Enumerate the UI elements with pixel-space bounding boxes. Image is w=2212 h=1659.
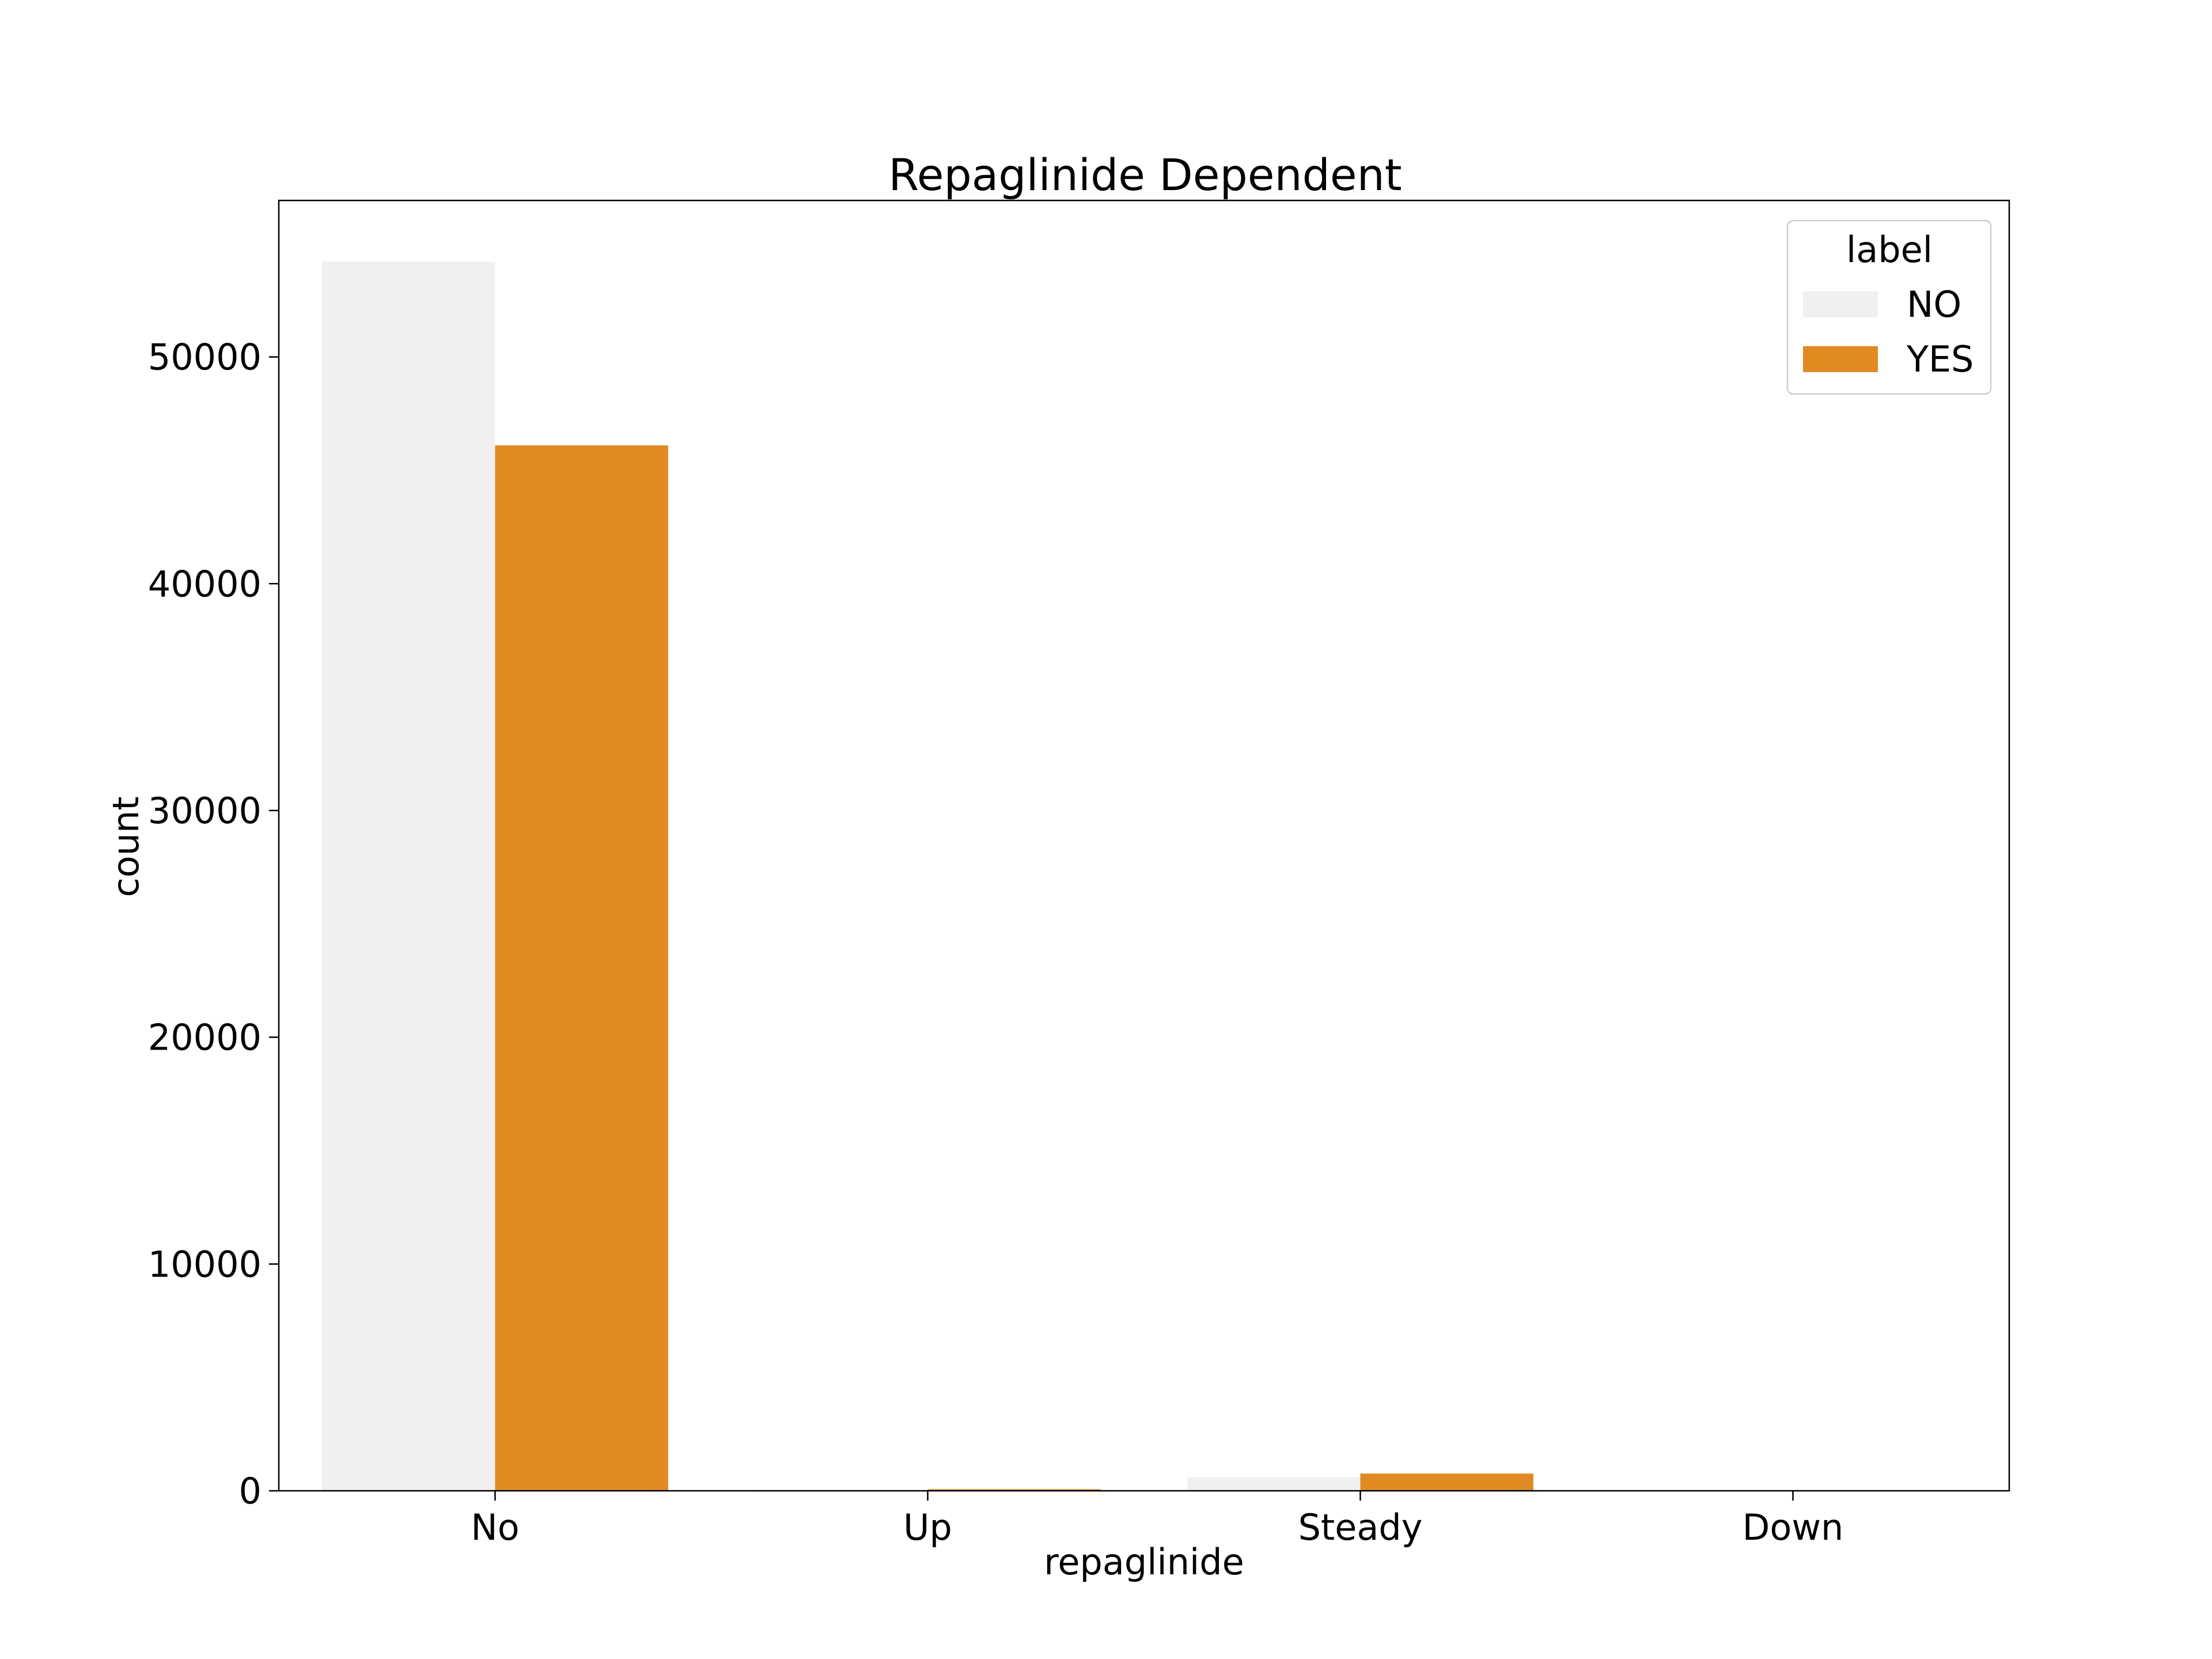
y-tick-label: 10000 bbox=[148, 1243, 262, 1285]
y-tick-label: 40000 bbox=[148, 563, 262, 605]
bar-steady-yes bbox=[1360, 1474, 1533, 1491]
bar-no-no bbox=[322, 262, 495, 1491]
plot-frame bbox=[278, 199, 2010, 1492]
x-tick-label-no: No bbox=[471, 1506, 519, 1548]
legend-label-no: NO bbox=[1907, 283, 1961, 325]
bars-layer bbox=[322, 262, 1966, 1491]
bar-up-yes bbox=[927, 1489, 1101, 1491]
legend-label-yes: YES bbox=[1906, 338, 1974, 380]
y-tick-label: 30000 bbox=[148, 790, 262, 832]
y-tick-label: 50000 bbox=[148, 336, 262, 378]
y-tick-label: 0 bbox=[239, 1470, 262, 1512]
chart-title: Repaglinide Dependent bbox=[888, 149, 1402, 200]
y-axis-label: count bbox=[105, 797, 147, 897]
bar-no-yes bbox=[495, 445, 668, 1491]
y-tick-label: 20000 bbox=[148, 1017, 262, 1059]
bar-steady-no bbox=[1187, 1477, 1361, 1491]
x-axis-label: repaglinide bbox=[1044, 1541, 1244, 1583]
legend-swatch-no bbox=[1803, 291, 1878, 317]
legend: label NO YES bbox=[1786, 219, 1992, 395]
x-tick-label-steady: Steady bbox=[1298, 1506, 1423, 1548]
legend-swatch-yes bbox=[1803, 346, 1878, 372]
x-axis: No Up Steady Down bbox=[471, 1491, 1843, 1548]
x-tick-label-up: Up bbox=[903, 1506, 952, 1548]
x-tick-label-down: Down bbox=[1743, 1506, 1844, 1548]
legend-title: label bbox=[1846, 229, 1933, 271]
y-axis: 0 10000 20000 30000 40000 50000 bbox=[148, 336, 279, 1512]
